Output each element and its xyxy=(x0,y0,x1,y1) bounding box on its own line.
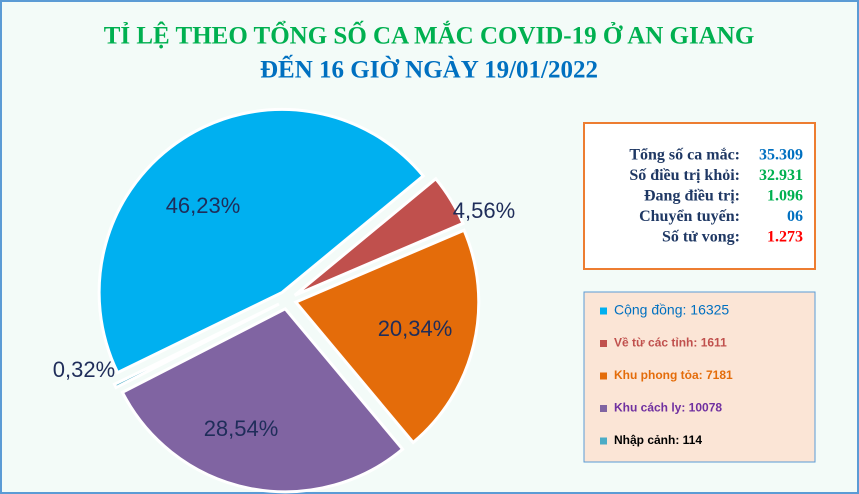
pie-slice xyxy=(293,176,465,297)
info-box xyxy=(583,122,816,270)
legend-swatch xyxy=(600,372,607,380)
info-label: Tổng số ca mắc: xyxy=(629,147,740,164)
data-label: 28,54% xyxy=(204,416,279,441)
chart-subtitle: ĐẾN 16 GIỜ NGÀY 19/01/2022 xyxy=(260,55,598,84)
info-value: 1.273 xyxy=(767,229,803,246)
info-label: Số điều trị khỏi: xyxy=(629,167,740,184)
legend-label: Về từ các tỉnh: 1611 xyxy=(614,336,727,350)
pie-slice xyxy=(97,108,426,375)
legend-swatch xyxy=(600,437,607,445)
info-value: 1.096 xyxy=(767,188,803,205)
legend-label: Khu cách ly: 10078 xyxy=(614,401,722,415)
legend-label: Nhập cảnh: 114 xyxy=(614,433,702,447)
pie-slice xyxy=(120,306,405,494)
legend-box xyxy=(583,291,816,463)
legend-label: Khu phong tỏa: 7181 xyxy=(614,368,733,382)
chart-title: TỈ LỆ THEO TỔNG SỐ CA MẮC COVID-19 Ở AN … xyxy=(104,21,755,50)
legend-swatch xyxy=(600,307,607,315)
info-value: 06 xyxy=(787,208,803,225)
data-label: 46,23% xyxy=(166,193,241,218)
info-value: 32.931 xyxy=(759,167,803,184)
info-label: Số tử vong: xyxy=(662,229,740,246)
legend-swatch xyxy=(600,340,607,347)
data-label: 20,34% xyxy=(378,316,453,341)
legend-label: Cộng đồng: 16325 xyxy=(614,302,729,318)
pie-slice xyxy=(293,228,481,445)
info-value: 35.309 xyxy=(759,147,803,164)
info-label: Đang điều trị: xyxy=(644,188,740,205)
legend-swatch xyxy=(600,405,607,412)
info-label: Chuyển tuyến: xyxy=(639,208,740,225)
pie-slice xyxy=(112,302,280,390)
data-label: 0,32% xyxy=(53,357,115,382)
data-label: 4,56% xyxy=(453,198,515,223)
